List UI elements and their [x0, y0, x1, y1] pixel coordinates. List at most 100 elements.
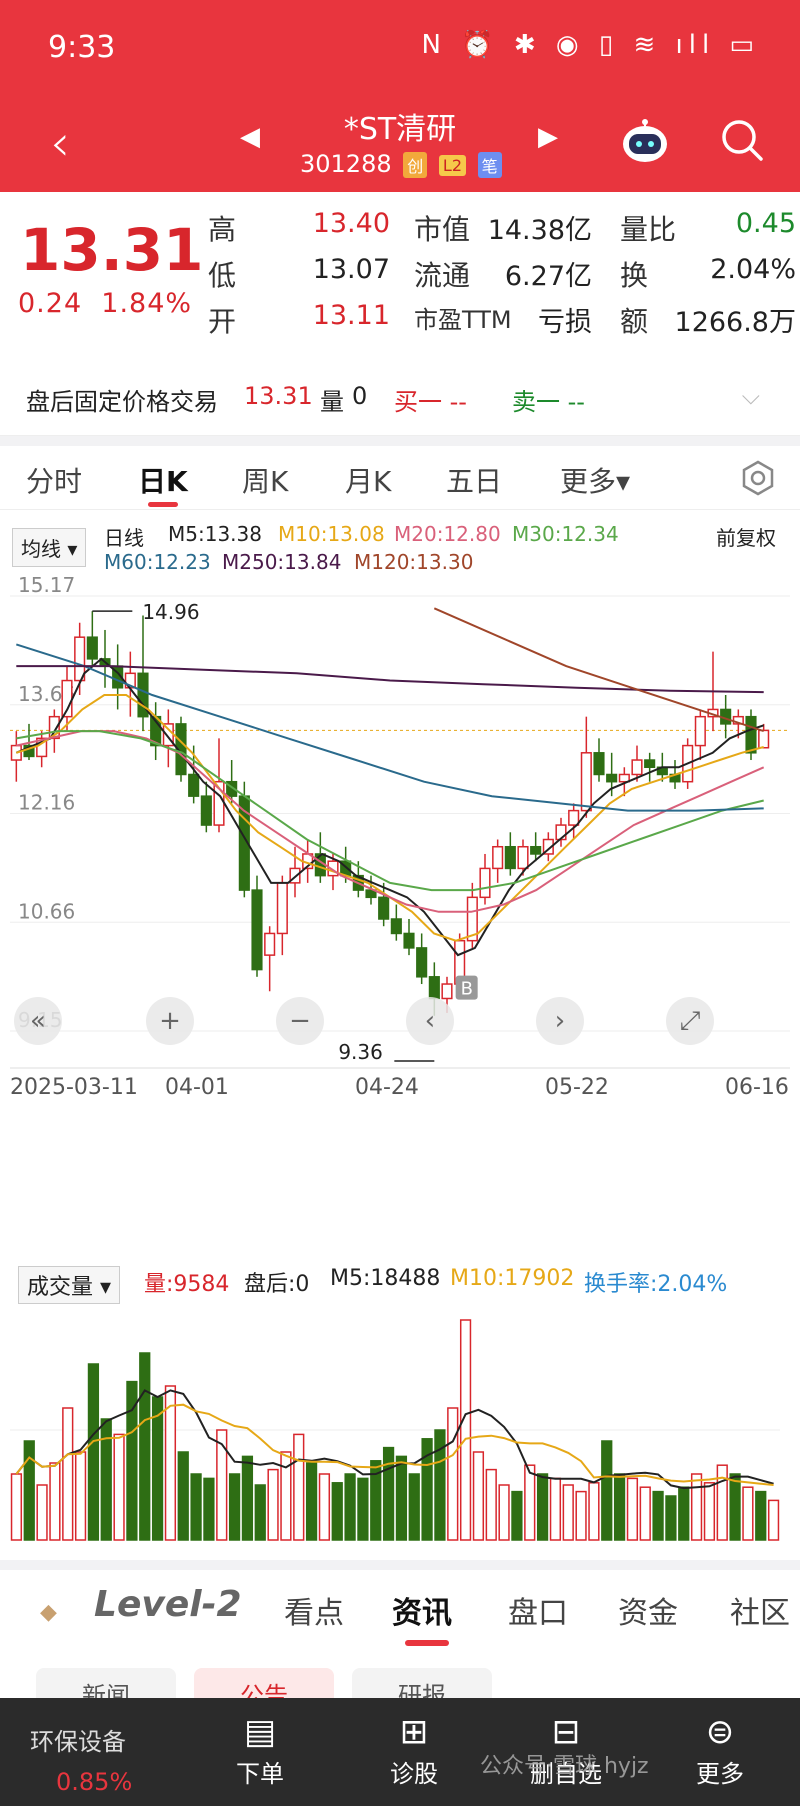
chart-control — [146, 997, 194, 1045]
volume-bar — [485, 1468, 497, 1541]
sub-tabs: 新闻 公告 研报 — [0, 1650, 800, 1710]
candle-body — [264, 932, 276, 956]
volume-bar — [331, 1482, 343, 1541]
active-info-indicator — [405, 1640, 449, 1646]
candle-body — [365, 889, 377, 899]
ma-line-m20 — [16, 730, 765, 913]
assistant-robot-icon[interactable] — [618, 114, 672, 168]
value-turnover: 2.04% — [710, 254, 796, 285]
volume-bar — [459, 1319, 472, 1541]
buy-marker — [455, 975, 478, 1000]
settings-icon[interactable] — [740, 460, 776, 496]
back-button[interactable]: ‹ — [50, 114, 70, 172]
candle-body — [188, 773, 200, 797]
candle-body — [403, 932, 415, 949]
order-button[interactable]: ▤ 下单 — [200, 1710, 320, 1789]
tab-daily[interactable]: 日K — [138, 465, 188, 498]
x-tick-label: 2025-03-11 — [10, 1075, 138, 1100]
tab-level2[interactable]: Level-2 — [94, 1584, 242, 1625]
volume-bar — [652, 1490, 664, 1541]
chevron-down-icon[interactable]: ⌵ — [741, 382, 760, 410]
volume-bar — [36, 1484, 48, 1541]
label-volratio: 量比 — [620, 213, 677, 246]
volume-bar — [190, 1473, 202, 1541]
label-amount: 额 — [620, 305, 649, 338]
candle-body — [568, 809, 580, 826]
ma-line-m120 — [433, 607, 765, 733]
search-icon[interactable] — [718, 116, 766, 164]
volume-bar — [49, 1462, 61, 1541]
tab-intraday[interactable]: 分时 — [26, 465, 83, 498]
candle-body — [492, 845, 504, 870]
value-open: 13.11 — [312, 300, 390, 331]
remove-watchlist-button[interactable]: ⊟ 删自选 — [506, 1710, 626, 1789]
volume-bar — [408, 1473, 420, 1541]
value-mcap: 14.38亿 — [487, 215, 592, 246]
after-hours-row[interactable]: 盘后固定价格交易 13.31 量 0 买一 -- 卖一 -- ⌵ — [0, 360, 800, 436]
sector-name[interactable]: 环保设备 — [30, 1728, 126, 1756]
candle-body — [137, 672, 149, 718]
indicator-selector[interactable]: 均线 ▾ — [12, 528, 87, 567]
volume-bar — [318, 1473, 331, 1541]
tab-capital[interactable]: 资金 — [618, 1596, 678, 1631]
quote-panel: 13.31 0.24 1.84% 高 低 开 13.40 13.07 13.11… — [0, 192, 800, 346]
volume-bar — [742, 1486, 754, 1541]
ma5-value: M5:13.38 — [168, 522, 262, 546]
volume-bar — [113, 1433, 125, 1541]
adjust-mode[interactable]: 前复权 — [716, 526, 776, 550]
candle-body — [36, 737, 48, 758]
volume-bar — [241, 1455, 254, 1541]
candle-body — [606, 773, 618, 783]
tab-highlights[interactable]: 看点 — [284, 1596, 344, 1631]
volume-bar — [511, 1490, 523, 1541]
tab-news-info[interactable]: 资讯 — [392, 1596, 452, 1631]
candle-body — [517, 845, 529, 870]
volume-bar — [164, 1385, 177, 1541]
x-tick-label: 05-22 — [545, 1075, 609, 1100]
volume-bar — [536, 1473, 549, 1541]
kline-chart[interactable]: 15.1713.6612.1610.669.1514.969.36B«+−‹›⤢… — [0, 576, 800, 1206]
candle-body — [479, 867, 491, 899]
candle-body — [378, 896, 390, 920]
volume-bar — [549, 1477, 562, 1541]
candle-body — [441, 983, 453, 1000]
volume-bar — [524, 1464, 536, 1541]
volume-bar — [626, 1477, 639, 1541]
tab-orderbook[interactable]: 盘口 — [508, 1596, 568, 1631]
after-hours-vol-label: 量 — [320, 388, 344, 416]
volume-bar — [126, 1380, 138, 1541]
tag-l2: L2 — [438, 154, 467, 176]
volume-ma5 — [15, 1389, 774, 1490]
tab-community[interactable]: 社区 — [730, 1596, 790, 1631]
more-button[interactable]: ⊜ 更多 — [660, 1710, 780, 1789]
tab-monthly[interactable]: 月K — [345, 465, 392, 498]
status-time: 9:33 — [48, 30, 116, 65]
chart-control — [14, 997, 62, 1045]
volume-bar — [62, 1407, 74, 1541]
volume-selector[interactable]: 成交量 ▾ — [18, 1266, 121, 1304]
diagnose-label: 诊股 — [390, 1760, 438, 1788]
remove-watchlist-label: 删自选 — [530, 1760, 602, 1788]
diagnose-button[interactable]: ⊞ 诊股 — [354, 1710, 474, 1789]
label-pe: 市盈TTM — [414, 306, 512, 334]
after-hours-vol: 0 — [352, 382, 368, 410]
buy-marker-label: B — [461, 979, 473, 1000]
tab-weekly[interactable]: 周K — [242, 465, 289, 498]
tab-more[interactable]: 更多▾ — [560, 465, 631, 498]
ma250-value: M250:13.84 — [222, 550, 342, 574]
chart-control-icon: + — [159, 1006, 181, 1036]
volume-bar — [305, 1462, 318, 1541]
volume-bar — [447, 1407, 459, 1541]
low-label: 9.36 — [338, 1040, 383, 1064]
chart-control-icon: − — [289, 1006, 311, 1036]
value-high: 13.40 — [312, 208, 390, 239]
current-price: 13.31 — [20, 216, 204, 284]
stock-code-row: 301288 创 L2 笔 — [300, 150, 502, 178]
prev-stock-icon[interactable]: ◀ — [240, 122, 260, 152]
tab-five-day[interactable]: 五日 — [446, 465, 503, 498]
next-stock-icon[interactable]: ▶ — [538, 122, 558, 152]
candle-body — [200, 795, 212, 826]
value-volratio: 0.45 — [735, 208, 796, 239]
volume-bar — [177, 1451, 189, 1541]
volume-bar — [575, 1490, 587, 1541]
